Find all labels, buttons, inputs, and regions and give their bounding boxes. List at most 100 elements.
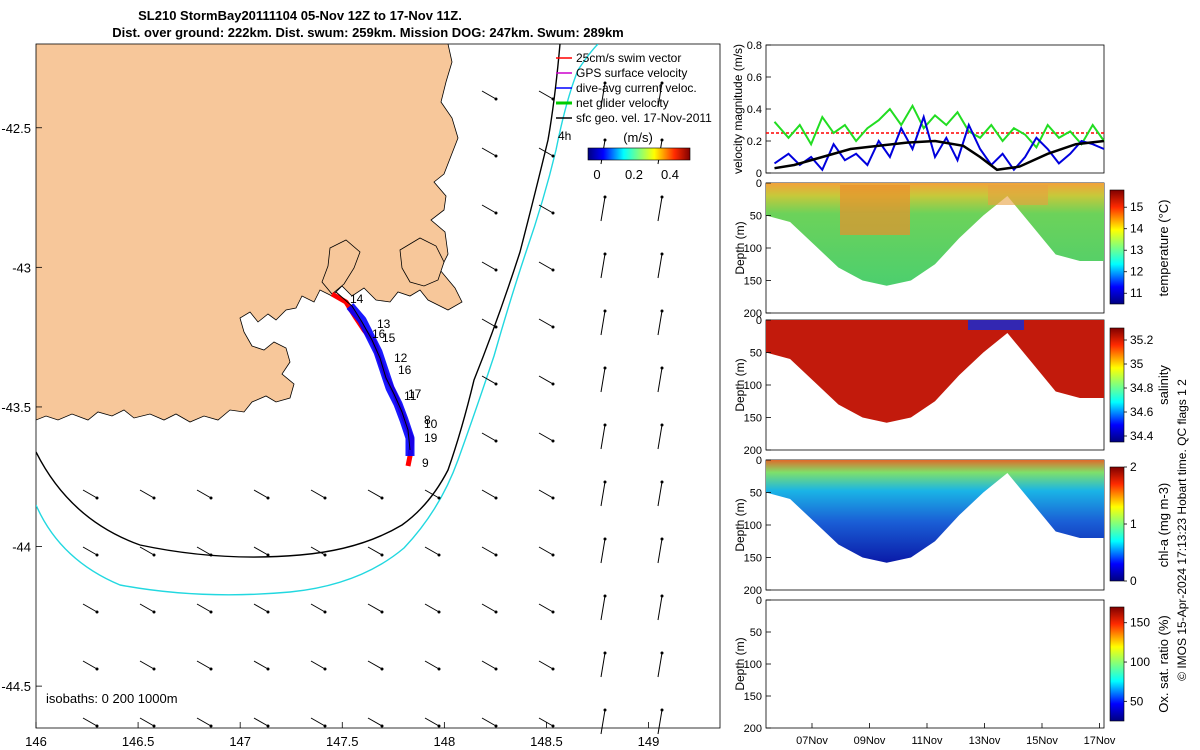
salinity-colorbar-ticks: 35.2 35 34.8 34.6 34.4 (1124, 333, 1154, 443)
velocity-y-axis: 0 0.2 0.4 0.6 0.8 (747, 40, 771, 180)
current-arrow (310, 489, 326, 499)
current-arrow (253, 546, 269, 556)
current-arrowhead (323, 724, 327, 728)
salinity-colorbar-label: salinity (1156, 365, 1171, 405)
current-vector-field (82, 81, 664, 735)
current-arrow (657, 538, 663, 564)
current-arrow (481, 261, 497, 271)
current-arrowhead (266, 667, 270, 671)
colorbar-tick-label: 34.6 (1130, 405, 1154, 419)
current-arrow (481, 432, 497, 442)
current-arrowhead (380, 496, 384, 500)
colorbar-tick-label: 100 (1130, 655, 1150, 669)
current-arrow (253, 660, 269, 670)
current-arrowhead (551, 268, 555, 272)
depth-tick-label: 50 (750, 348, 762, 360)
velocity-series-line (774, 139, 1105, 172)
current-arrowhead (494, 496, 498, 500)
velocity-y-tick-label: 0.4 (747, 104, 762, 116)
oxygen-frame (765, 599, 1105, 729)
current-arrowhead (380, 610, 384, 614)
current-arrow (600, 424, 606, 450)
current-arrowhead (660, 594, 664, 598)
legend-item: net glider velocity (576, 96, 669, 110)
current-arrowhead (323, 496, 327, 500)
current-arrowhead (152, 724, 156, 728)
current-arrowhead (209, 667, 213, 671)
colorbar-tick-label: 11 (1130, 286, 1143, 300)
velocity-y-tick-label: 0 (756, 168, 762, 180)
oxygen-colorbar (1109, 606, 1125, 722)
current-arrowhead (603, 195, 607, 199)
current-arrowhead (437, 610, 441, 614)
current-arrow (196, 546, 212, 556)
current-arrow (424, 717, 440, 727)
colorbar-unit: (m/s) (623, 130, 653, 145)
current-arrowhead (660, 651, 664, 655)
isobath-200m (36, 44, 561, 558)
current-arrowhead (660, 309, 664, 313)
map-x-tick-label: 147.5 (326, 734, 359, 749)
current-arrowhead (494, 268, 498, 272)
colorbar-tick-label: 1 (1130, 517, 1137, 531)
current-arrow (538, 660, 554, 670)
temperature-panel: 0 50 100 150 200 15 14 13 12 11 Depth (m) temper… (733, 178, 1171, 320)
tasmania-land (36, 44, 463, 423)
oxygen-colorbar-ticks: 150 100 50 (1124, 616, 1150, 708)
current-arrow (481, 603, 497, 613)
current-arrowhead (494, 610, 498, 614)
velocity-y-tick-label: 0.2 (747, 136, 762, 148)
current-arrow (367, 603, 383, 613)
track-label: 16 (372, 327, 386, 341)
current-arrow (657, 709, 663, 735)
current-arrow (600, 310, 606, 336)
track-label: 15 (382, 331, 396, 345)
map-y-axis: -42.5 -43 -43.5 -44 -44.5 (1, 121, 42, 694)
temperature-warm-patches (840, 185, 1048, 235)
depth-tick-label: 200 (744, 723, 762, 735)
current-arrowhead (95, 553, 99, 557)
current-arrow (657, 595, 663, 621)
current-arrow (538, 318, 554, 328)
current-arrow (82, 489, 98, 499)
colorbar-tick: 0.4 (661, 167, 679, 182)
current-arrowhead (380, 553, 384, 557)
colorbar-tick-label: 35.2 (1130, 333, 1154, 347)
depth-tick-label: 0 (756, 178, 762, 190)
current-arrowhead (551, 154, 555, 158)
current-arrow (538, 603, 554, 613)
colorbar-tick-label: 150 (1130, 616, 1150, 630)
current-arrow (538, 375, 554, 385)
time-tick-label: 09Nov (854, 735, 886, 747)
current-arrowhead (494, 154, 498, 158)
current-arrowhead (660, 366, 664, 370)
current-arrowhead (660, 81, 664, 85)
current-arrowhead (95, 667, 99, 671)
current-arrowhead (266, 553, 270, 557)
current-arrow (139, 489, 155, 499)
chl-section (766, 460, 1104, 563)
depth-tick-label: 150 (744, 413, 762, 425)
oxygen-ylabel: Depth (m) (733, 637, 747, 690)
velocity-series-line (773, 113, 1105, 172)
current-arrowhead (603, 366, 607, 370)
current-arrowhead (551, 97, 555, 101)
current-arrow (600, 595, 606, 621)
map-y-tick-label: -43 (12, 260, 31, 275)
track-label: 11 (404, 389, 417, 403)
map-x-tick-label: 147 (229, 734, 251, 749)
oxygen-colorbar-label: Ox. sat. ratio (%) (1156, 615, 1171, 713)
chl-colorbar-ticks: 2 1 0 (1124, 460, 1137, 588)
current-arrowhead (266, 496, 270, 500)
track-label: 8 (424, 413, 431, 427)
temperature-colorbar-label: temperature (°C) (1156, 200, 1171, 297)
colorbar-tick: 0.2 (625, 167, 643, 182)
tide-label: 4h (558, 129, 571, 143)
temperature-colorbar-ticks: 15 14 13 12 11 (1124, 200, 1144, 300)
map-x-tick-label: 148 (434, 734, 456, 749)
current-arrow (600, 82, 606, 108)
current-arrow (481, 204, 497, 214)
current-arrow (481, 90, 497, 100)
legend-item: 25cm/s swim vector (576, 51, 681, 65)
